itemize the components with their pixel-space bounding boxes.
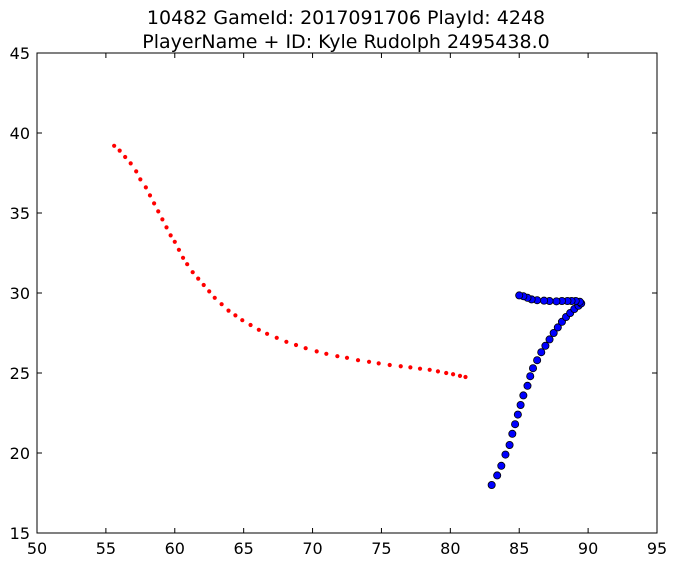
points-layer	[112, 143, 586, 489]
data-point	[233, 313, 238, 318]
data-point	[117, 148, 122, 153]
data-point	[164, 225, 169, 230]
chart-subtitle: PlayerName + ID: Kyle Rudolph 2495438.0	[142, 31, 549, 53]
y-tick-label: 25	[10, 364, 30, 383]
data-point	[190, 270, 195, 275]
data-point	[493, 471, 502, 480]
y-tick-label: 20	[10, 444, 30, 463]
data-point	[284, 339, 289, 344]
data-point	[219, 302, 224, 307]
data-point	[207, 289, 212, 294]
data-point	[515, 291, 524, 300]
data-point	[463, 374, 468, 380]
x-tick-label: 85	[509, 539, 529, 558]
data-point	[549, 328, 558, 337]
x-tick-label: 50	[27, 539, 47, 558]
data-point	[344, 355, 350, 360]
data-point	[450, 372, 456, 377]
x-tick-label: 75	[371, 539, 391, 558]
data-point	[540, 296, 549, 305]
data-point	[398, 364, 403, 369]
data-point	[185, 262, 190, 267]
data-point	[180, 255, 186, 260]
data-point	[366, 359, 372, 364]
data-point	[156, 209, 161, 214]
data-point	[226, 308, 231, 313]
x-tick-label: 70	[302, 539, 322, 558]
x-tick-label: 80	[440, 539, 460, 558]
data-point	[212, 295, 217, 300]
data-point	[314, 349, 319, 354]
data-point	[553, 323, 562, 332]
data-point	[519, 391, 528, 400]
data-point	[529, 364, 538, 373]
data-point	[526, 372, 535, 381]
x-tick-label: 90	[578, 539, 598, 558]
x-tick-label: 55	[96, 539, 116, 558]
data-point	[201, 282, 206, 288]
data-point	[497, 461, 506, 470]
data-point	[147, 193, 153, 198]
y-tick-label: 40	[10, 124, 30, 143]
data-point	[408, 365, 413, 370]
data-point	[435, 369, 441, 374]
x-tick-label: 60	[165, 539, 185, 558]
data-point	[523, 381, 532, 390]
ticks-layer: 50 55 60 65 70 75 80 85 90 95 15 20 25 30 35 40 45	[10, 44, 668, 558]
data-point	[168, 233, 173, 238]
data-point	[444, 370, 449, 376]
data-point	[427, 367, 432, 372]
y-tick-label: 15	[10, 524, 30, 543]
series-0	[112, 143, 468, 380]
data-point	[541, 341, 550, 350]
plot-frame	[36, 52, 658, 534]
data-point	[516, 400, 525, 409]
series-1	[487, 291, 586, 489]
data-point	[112, 143, 117, 148]
data-point	[355, 358, 361, 363]
data-point	[172, 239, 177, 244]
data-point	[138, 177, 143, 182]
x-tick-label: 95	[647, 539, 667, 558]
data-point	[508, 429, 517, 438]
data-point	[501, 450, 510, 459]
data-point	[457, 373, 463, 378]
data-point	[376, 361, 381, 366]
data-point	[196, 276, 201, 281]
chart-title: 10482 GameId: 2017091706 PlayId: 4248	[147, 7, 545, 29]
data-point	[123, 154, 128, 160]
data-point	[324, 351, 329, 356]
data-point	[303, 346, 308, 351]
y-tick-label: 45	[10, 44, 30, 63]
data-point	[417, 366, 423, 371]
data-point	[152, 201, 157, 206]
x-tick-label: 65	[233, 539, 253, 558]
data-point	[505, 440, 514, 449]
data-point	[143, 185, 148, 190]
data-point	[533, 356, 542, 365]
data-point	[335, 354, 340, 359]
data-point	[256, 327, 261, 332]
data-point	[248, 322, 253, 328]
data-point	[487, 480, 496, 489]
data-point	[274, 335, 279, 340]
data-point	[511, 420, 520, 429]
data-point	[176, 247, 182, 252]
data-point	[545, 335, 554, 344]
y-tick-label: 30	[10, 284, 30, 303]
data-point	[264, 331, 270, 336]
y-tick-label: 35	[10, 204, 30, 223]
data-point	[160, 217, 165, 222]
data-point	[128, 161, 133, 166]
data-point	[513, 410, 522, 419]
data-point	[552, 297, 561, 306]
data-point	[240, 318, 245, 323]
data-point	[134, 169, 139, 174]
data-point	[387, 362, 392, 368]
data-point	[293, 342, 299, 348]
data-point	[537, 348, 546, 357]
